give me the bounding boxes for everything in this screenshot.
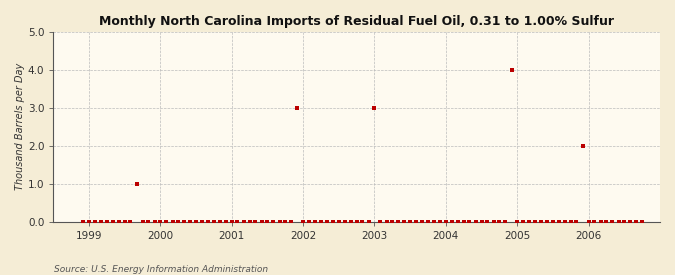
Point: [202, 219, 213, 224]
Point: [262, 219, 273, 224]
Point: [482, 219, 493, 224]
Point: [601, 219, 612, 224]
Point: [286, 219, 296, 224]
Point: [339, 219, 350, 224]
Point: [107, 219, 118, 224]
Point: [435, 219, 446, 224]
Point: [84, 219, 95, 224]
Point: [595, 219, 606, 224]
Point: [304, 219, 315, 224]
Point: [351, 219, 362, 224]
Point: [470, 219, 481, 224]
Point: [410, 219, 421, 224]
Point: [185, 219, 196, 224]
Point: [321, 219, 332, 224]
Point: [137, 219, 148, 224]
Point: [190, 219, 201, 224]
Point: [209, 219, 219, 224]
Point: [488, 219, 499, 224]
Point: [149, 219, 160, 224]
Point: [423, 219, 433, 224]
Point: [280, 219, 291, 224]
Point: [113, 219, 124, 224]
Point: [173, 219, 184, 224]
Point: [119, 219, 130, 224]
Point: [512, 219, 522, 224]
Point: [292, 106, 303, 110]
Point: [196, 219, 207, 224]
Point: [327, 219, 338, 224]
Point: [624, 219, 635, 224]
Point: [453, 219, 464, 224]
Y-axis label: Thousand Barrels per Day: Thousand Barrels per Day: [15, 63, 25, 191]
Point: [250, 219, 261, 224]
Point: [369, 106, 380, 110]
Point: [238, 219, 249, 224]
Point: [274, 219, 285, 224]
Point: [494, 219, 505, 224]
Point: [566, 219, 576, 224]
Point: [524, 219, 535, 224]
Point: [363, 219, 374, 224]
Point: [578, 144, 589, 148]
Point: [125, 219, 136, 224]
Point: [256, 219, 267, 224]
Point: [178, 219, 189, 224]
Point: [464, 219, 475, 224]
Point: [298, 219, 308, 224]
Point: [417, 219, 428, 224]
Point: [101, 219, 112, 224]
Point: [547, 219, 558, 224]
Point: [221, 219, 232, 224]
Point: [506, 68, 517, 72]
Point: [542, 219, 553, 224]
Title: Monthly North Carolina Imports of Residual Fuel Oil, 0.31 to 1.00% Sulfur: Monthly North Carolina Imports of Residu…: [99, 15, 614, 28]
Point: [500, 219, 510, 224]
Point: [268, 219, 279, 224]
Point: [554, 219, 564, 224]
Point: [589, 219, 599, 224]
Point: [441, 219, 452, 224]
Point: [226, 219, 237, 224]
Point: [375, 219, 385, 224]
Point: [399, 219, 410, 224]
Point: [429, 219, 439, 224]
Point: [155, 219, 166, 224]
Point: [607, 219, 618, 224]
Point: [232, 219, 243, 224]
Point: [476, 219, 487, 224]
Point: [631, 219, 642, 224]
Point: [381, 219, 392, 224]
Point: [214, 219, 225, 224]
Point: [89, 219, 100, 224]
Point: [161, 219, 171, 224]
Point: [571, 219, 582, 224]
Point: [333, 219, 344, 224]
Point: [387, 219, 398, 224]
Point: [132, 182, 142, 186]
Point: [619, 219, 630, 224]
Point: [458, 219, 469, 224]
Point: [583, 219, 594, 224]
Text: Source: U.S. Energy Information Administration: Source: U.S. Energy Information Administ…: [54, 265, 268, 274]
Point: [316, 219, 327, 224]
Point: [518, 219, 529, 224]
Point: [613, 219, 624, 224]
Point: [405, 219, 416, 224]
Point: [637, 219, 647, 224]
Point: [244, 219, 255, 224]
Point: [167, 219, 178, 224]
Point: [78, 219, 88, 224]
Point: [143, 219, 154, 224]
Point: [530, 219, 541, 224]
Point: [393, 219, 404, 224]
Point: [96, 219, 107, 224]
Point: [446, 219, 457, 224]
Point: [310, 219, 321, 224]
Point: [357, 219, 368, 224]
Point: [535, 219, 546, 224]
Point: [560, 219, 570, 224]
Point: [346, 219, 356, 224]
